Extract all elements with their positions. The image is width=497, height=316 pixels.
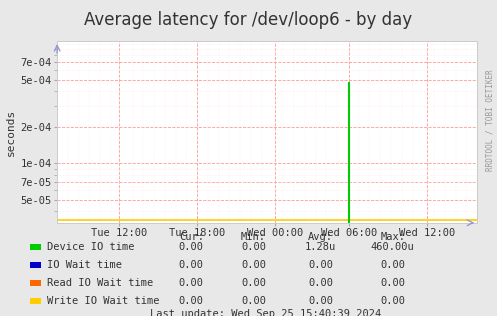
Text: 0.00: 0.00 (179, 278, 204, 288)
Text: 0.00: 0.00 (308, 296, 333, 306)
Text: 0.00: 0.00 (308, 278, 333, 288)
Text: 0.00: 0.00 (308, 260, 333, 270)
Text: Read IO Wait time: Read IO Wait time (47, 278, 154, 288)
Text: Write IO Wait time: Write IO Wait time (47, 296, 160, 306)
Text: 0.00: 0.00 (179, 260, 204, 270)
Text: 1.28u: 1.28u (305, 242, 336, 252)
Text: Last update: Wed Sep 25 15:40:39 2024: Last update: Wed Sep 25 15:40:39 2024 (150, 309, 382, 316)
Text: Average latency for /dev/loop6 - by day: Average latency for /dev/loop6 - by day (84, 11, 413, 29)
Text: 0.00: 0.00 (380, 260, 405, 270)
Text: Min:: Min: (241, 232, 266, 242)
Text: RRDTOOL / TOBI OETIKER: RRDTOOL / TOBI OETIKER (486, 69, 495, 171)
Text: 0.00: 0.00 (179, 296, 204, 306)
Text: 0.00: 0.00 (380, 278, 405, 288)
Text: Device IO time: Device IO time (47, 242, 135, 252)
Text: 460.00u: 460.00u (371, 242, 414, 252)
Text: Avg:: Avg: (308, 232, 333, 242)
Text: 0.00: 0.00 (179, 242, 204, 252)
Y-axis label: seconds: seconds (6, 108, 16, 155)
Text: 0.00: 0.00 (241, 278, 266, 288)
Text: Max:: Max: (380, 232, 405, 242)
Text: 0.00: 0.00 (241, 260, 266, 270)
Text: IO Wait time: IO Wait time (47, 260, 122, 270)
Text: 0.00: 0.00 (241, 242, 266, 252)
Text: 0.00: 0.00 (241, 296, 266, 306)
Text: 0.00: 0.00 (380, 296, 405, 306)
Text: Cur:: Cur: (179, 232, 204, 242)
